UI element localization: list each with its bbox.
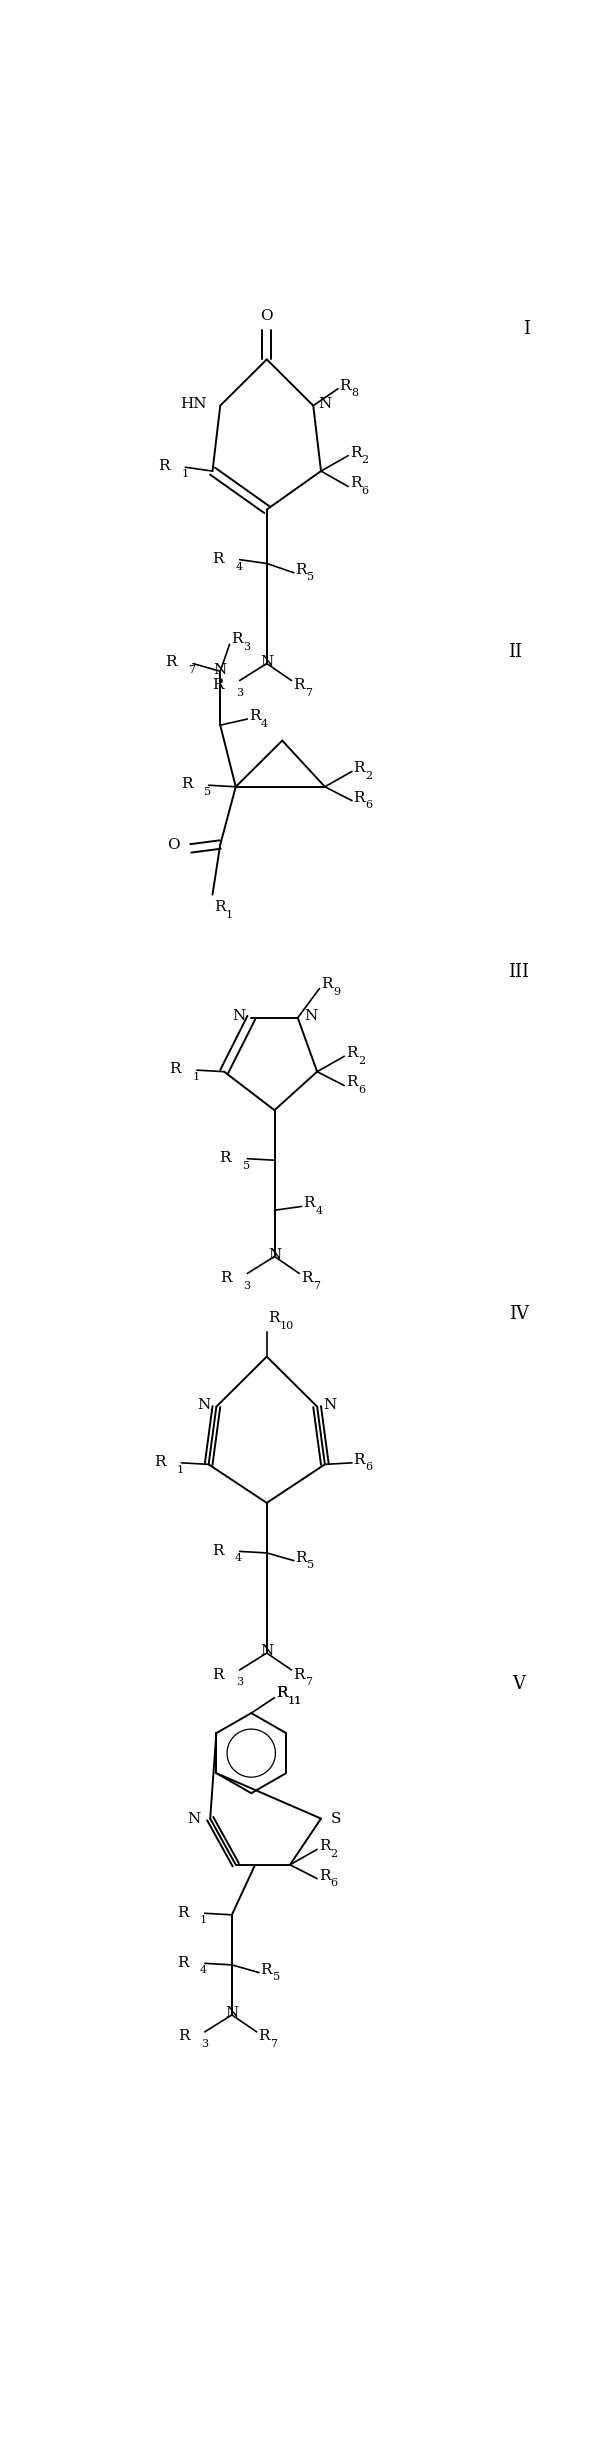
Text: 6: 6 — [365, 799, 373, 809]
Text: 6: 6 — [365, 1462, 373, 1472]
Text: N: N — [260, 656, 274, 670]
Text: R: R — [181, 777, 192, 792]
Text: 4: 4 — [315, 1206, 322, 1216]
Text: 3: 3 — [236, 687, 243, 697]
Text: 2: 2 — [365, 770, 373, 780]
Text: 7: 7 — [188, 665, 196, 675]
Text: 5: 5 — [272, 1972, 280, 1981]
Text: N: N — [225, 2006, 239, 2020]
Text: IV: IV — [509, 1306, 529, 1323]
Text: N: N — [197, 1399, 210, 1411]
Text: R: R — [339, 378, 351, 392]
Text: 7: 7 — [313, 1282, 320, 1292]
Text: O: O — [167, 838, 180, 851]
Text: R: R — [293, 1667, 304, 1682]
Text: R: R — [303, 1197, 315, 1211]
Text: 6: 6 — [362, 485, 369, 497]
Text: 8: 8 — [352, 387, 359, 397]
Text: R: R — [177, 1954, 188, 1969]
Text: R: R — [213, 551, 224, 565]
Text: 2: 2 — [331, 1850, 338, 1859]
Text: R: R — [213, 1667, 224, 1682]
Text: 9: 9 — [333, 987, 340, 997]
Text: N: N — [213, 663, 227, 677]
Text: R: R — [177, 1906, 188, 1920]
Text: 11: 11 — [288, 1696, 303, 1706]
Text: 6: 6 — [331, 1879, 338, 1889]
Text: R: R — [214, 899, 226, 914]
Text: N: N — [260, 1645, 274, 1660]
Text: O: O — [260, 309, 273, 324]
Text: 5: 5 — [308, 1560, 314, 1569]
Text: S: S — [330, 1811, 341, 1825]
Text: R: R — [268, 1311, 280, 1326]
Text: 4: 4 — [236, 561, 243, 573]
Text: 4: 4 — [235, 1552, 242, 1562]
Text: R: R — [295, 563, 307, 578]
Text: 7: 7 — [270, 2040, 277, 2050]
Text: 7: 7 — [305, 1677, 312, 1686]
Text: R: R — [178, 2030, 189, 2045]
Text: 5: 5 — [204, 787, 211, 797]
Text: I: I — [523, 319, 530, 339]
Text: R: R — [346, 1075, 357, 1089]
Text: N: N — [319, 397, 332, 412]
Text: R: R — [295, 1550, 307, 1565]
Text: R: R — [231, 631, 242, 646]
Text: N: N — [232, 1009, 245, 1024]
Text: R: R — [354, 1452, 365, 1467]
Text: R: R — [346, 1045, 357, 1060]
Text: R: R — [169, 1063, 181, 1077]
Text: R: R — [249, 709, 260, 724]
Text: R: R — [220, 1150, 231, 1165]
Text: HN: HN — [180, 397, 206, 412]
Text: 2: 2 — [358, 1055, 365, 1065]
Text: V: V — [512, 1674, 525, 1694]
Text: 5: 5 — [243, 1160, 250, 1170]
Text: R: R — [276, 1686, 288, 1701]
Text: 4: 4 — [200, 1964, 207, 1976]
Text: R: R — [354, 760, 365, 775]
Text: 4: 4 — [261, 719, 268, 729]
Text: R: R — [258, 2030, 270, 2045]
Text: R: R — [159, 461, 170, 473]
Text: R: R — [261, 1962, 272, 1976]
Text: N: N — [323, 1399, 336, 1411]
Text: 3: 3 — [244, 1282, 251, 1292]
Text: 1: 1 — [192, 1072, 199, 1082]
Text: R: R — [350, 446, 361, 461]
Text: R: R — [321, 977, 333, 992]
Text: N: N — [304, 1009, 317, 1024]
Text: R: R — [213, 677, 224, 692]
Text: 3: 3 — [201, 2040, 208, 2050]
Text: R: R — [319, 1869, 330, 1881]
Text: N: N — [268, 1248, 281, 1262]
Text: 1: 1 — [177, 1465, 184, 1474]
Text: R: R — [319, 1840, 330, 1852]
Text: R: R — [165, 656, 177, 670]
Text: R: R — [350, 475, 361, 490]
Text: 1: 1 — [200, 1915, 207, 1925]
Text: R: R — [220, 1272, 232, 1284]
Text: N: N — [188, 1811, 201, 1825]
Text: 1: 1 — [226, 909, 233, 919]
Text: R: R — [154, 1455, 165, 1470]
Text: 10: 10 — [280, 1321, 294, 1331]
Text: 3: 3 — [243, 641, 250, 651]
Text: 2: 2 — [362, 456, 369, 465]
Text: R: R — [276, 1686, 288, 1701]
Text: III: III — [508, 963, 529, 980]
Text: 3: 3 — [236, 1677, 243, 1686]
Text: 5: 5 — [308, 573, 314, 582]
Text: 7: 7 — [305, 687, 312, 697]
Text: R: R — [354, 790, 365, 804]
Text: 6: 6 — [358, 1084, 365, 1094]
Text: R: R — [212, 1543, 223, 1557]
Text: R: R — [301, 1272, 312, 1284]
Text: 11: 11 — [288, 1696, 303, 1706]
Text: 1: 1 — [181, 470, 189, 480]
Text: R: R — [293, 677, 304, 692]
Text: II: II — [508, 643, 522, 660]
